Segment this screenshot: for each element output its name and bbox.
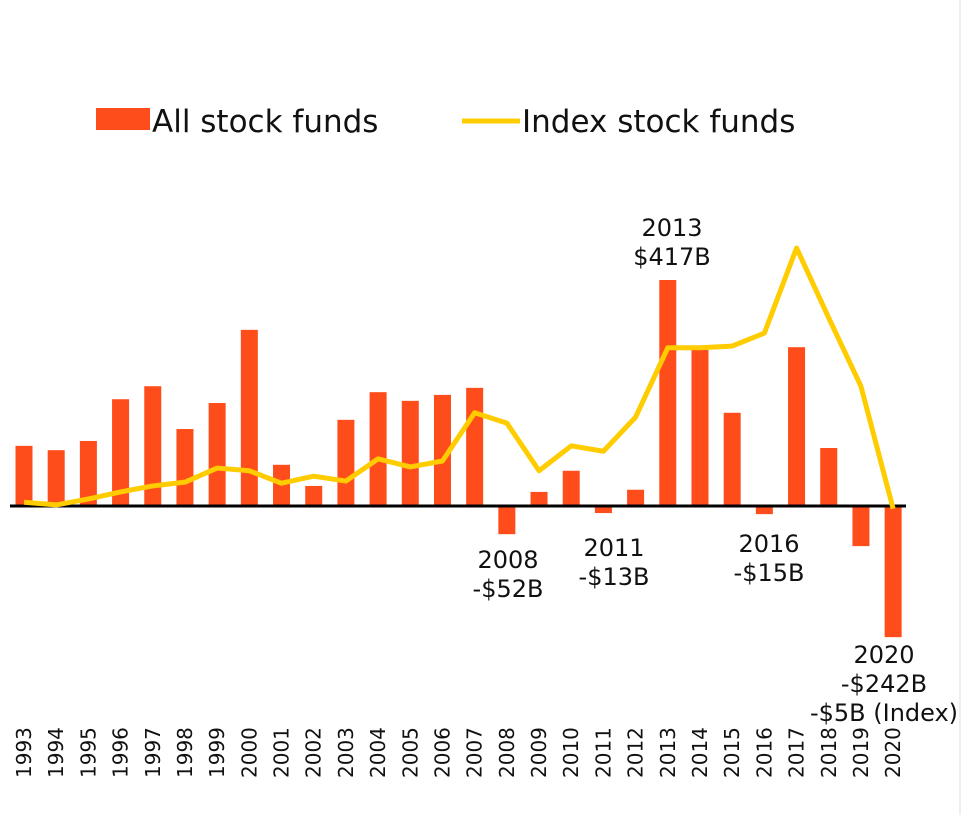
x-tick-label: 2013 bbox=[656, 727, 680, 778]
annotation: -$52B bbox=[473, 575, 544, 603]
bar bbox=[627, 489, 645, 506]
x-tick-label: 2017 bbox=[785, 727, 809, 778]
bar bbox=[240, 329, 258, 506]
bar bbox=[15, 445, 33, 506]
annotation: 2011 bbox=[583, 534, 644, 562]
x-tick-label: 1995 bbox=[76, 727, 100, 778]
x-tick-label: 2014 bbox=[688, 727, 712, 778]
bar bbox=[79, 440, 97, 506]
x-tick-label: 2019 bbox=[849, 727, 873, 778]
bar bbox=[144, 386, 162, 506]
x-tick-label: 2011 bbox=[591, 727, 615, 778]
bar bbox=[594, 506, 612, 514]
bar bbox=[401, 400, 419, 506]
bar bbox=[530, 491, 548, 506]
annotation: -$5B (Index) bbox=[810, 699, 958, 727]
line bbox=[23, 245, 896, 510]
annotation: 2008 bbox=[477, 546, 538, 574]
bar bbox=[691, 349, 709, 506]
legend-label: Index stock funds bbox=[522, 104, 795, 140]
bar bbox=[820, 448, 838, 506]
x-tick-label: 1997 bbox=[141, 727, 165, 778]
bar bbox=[852, 506, 870, 547]
x-tick-label: 2001 bbox=[270, 727, 294, 778]
bar bbox=[208, 403, 226, 506]
x-tick-label: 1999 bbox=[205, 727, 229, 778]
bar bbox=[723, 412, 741, 506]
x-tick-label: 1994 bbox=[44, 727, 68, 778]
bar bbox=[884, 506, 902, 638]
x-tick-label: 1996 bbox=[109, 727, 133, 778]
bar bbox=[659, 279, 677, 506]
x-tick-label: 2008 bbox=[495, 727, 519, 778]
x-tick-label: 2015 bbox=[720, 727, 744, 778]
legend-label: All stock funds bbox=[152, 104, 378, 140]
bar bbox=[112, 399, 130, 506]
annotation: 2013 bbox=[641, 214, 702, 242]
annotation: 2016 bbox=[738, 530, 799, 558]
bar bbox=[788, 347, 806, 506]
x-tick-label: 2000 bbox=[237, 727, 261, 778]
annotation: -$15B bbox=[734, 559, 805, 587]
x-tick-label: 2020 bbox=[881, 727, 905, 778]
legend-swatch bbox=[96, 108, 150, 130]
bar bbox=[466, 387, 484, 506]
bar bbox=[47, 450, 65, 506]
x-tick-label: 2010 bbox=[559, 727, 583, 778]
bar bbox=[755, 506, 773, 515]
bar bbox=[337, 419, 355, 506]
bar bbox=[433, 394, 451, 506]
annotation: -$13B bbox=[579, 563, 650, 591]
bar bbox=[305, 485, 323, 506]
x-tick-label: 2003 bbox=[334, 727, 358, 778]
x-tick-label: 2002 bbox=[302, 727, 326, 778]
x-tick-label: 2009 bbox=[527, 727, 551, 778]
bar bbox=[176, 429, 194, 506]
x-tick-label: 2005 bbox=[398, 727, 422, 778]
bar bbox=[498, 506, 516, 535]
annotation: $417B bbox=[633, 243, 711, 271]
annotation: 2020 bbox=[853, 641, 914, 669]
bar bbox=[562, 470, 580, 506]
x-tick-label: 1993 bbox=[12, 727, 36, 778]
x-tick-label: 1998 bbox=[173, 727, 197, 778]
x-tick-label: 2004 bbox=[366, 727, 390, 778]
x-tick-label: 2006 bbox=[430, 727, 454, 778]
annotation: -$242B bbox=[841, 670, 927, 698]
x-tick-label: 2007 bbox=[463, 727, 487, 778]
x-tick-label: 2018 bbox=[817, 727, 841, 778]
x-tick-label: 2016 bbox=[752, 727, 776, 778]
x-tick-label: 2012 bbox=[624, 727, 648, 778]
bar bbox=[369, 392, 387, 506]
